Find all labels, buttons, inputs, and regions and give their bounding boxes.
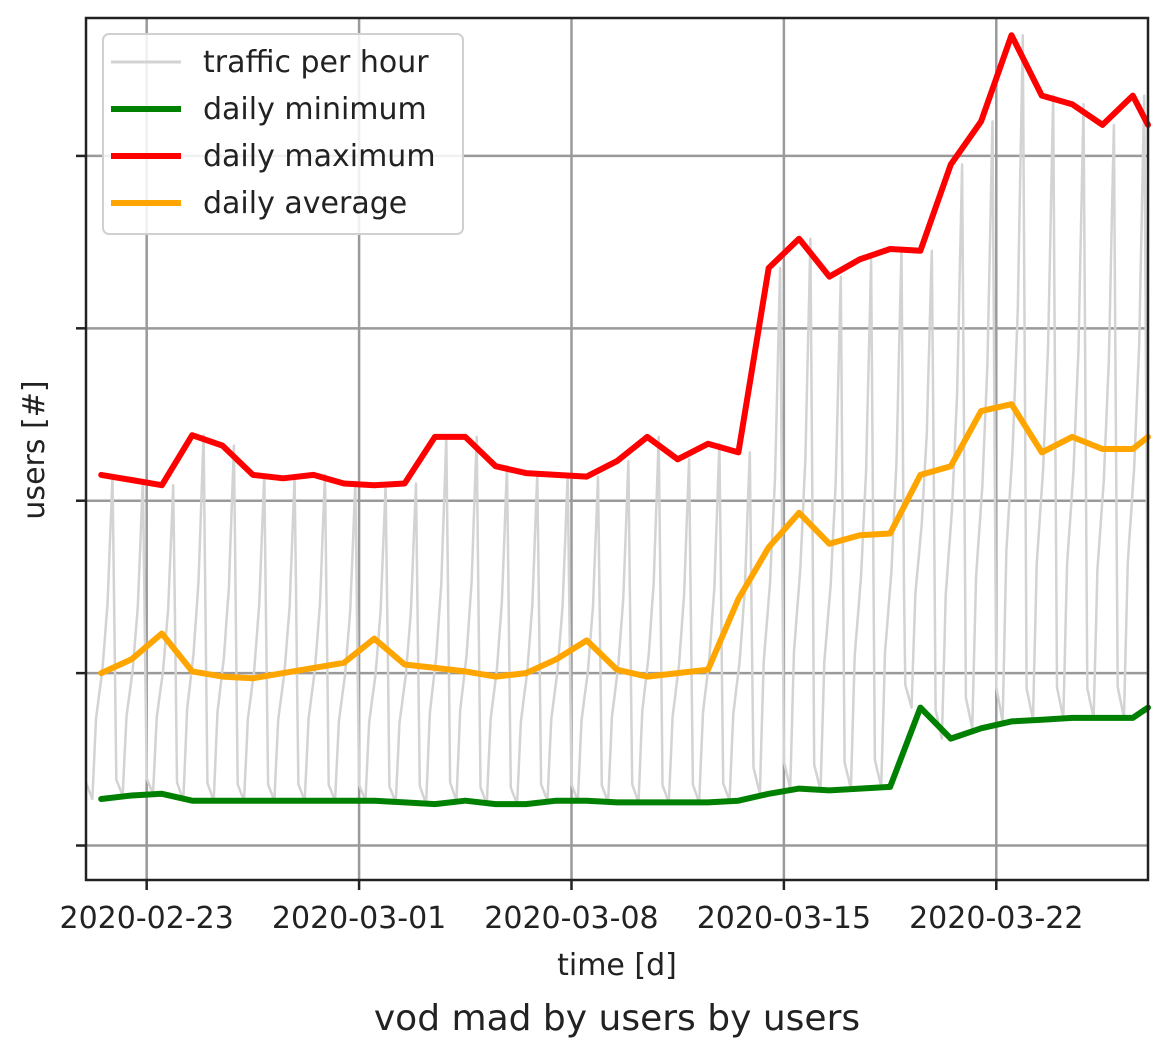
series-line-traffic-per-hour — [84, 33, 1150, 806]
series-line-daily-minimum — [98, 704, 1151, 808]
legend-entry-label: traffic per hour — [203, 45, 429, 80]
y-axis-label: users [#] — [17, 380, 52, 519]
plot-frame — [84, 16, 1150, 882]
legend-box — [102, 33, 464, 235]
x-tick-label: 2020-03-08 — [484, 901, 658, 936]
series-line-daily-average — [98, 401, 1151, 682]
chart-caption: vod mad by users by users — [374, 998, 860, 1039]
series-line-daily-maximum — [98, 32, 1151, 489]
legend-entry-label: daily maximum — [203, 139, 436, 174]
x-axis-label: time [d] — [557, 948, 677, 983]
series-layer — [98, 32, 1151, 808]
tick-layer: 2020-02-23 2020-03-01 2020-03-08 2020-03-15… — [60, 154, 1083, 936]
x-tick-label: 2020-02-23 — [60, 901, 234, 936]
legend: traffic per hour daily minimum daily maxim… — [102, 33, 464, 235]
x-tick-label: 2020-03-01 — [272, 901, 446, 936]
hourly-traffic-layer — [84, 33, 1150, 806]
x-tick-label: 2020-03-22 — [909, 901, 1083, 936]
x-tick-label: 2020-03-15 — [697, 901, 871, 936]
legend-entry-label: daily average — [203, 186, 407, 221]
legend-entry-label: daily minimum — [203, 92, 427, 127]
